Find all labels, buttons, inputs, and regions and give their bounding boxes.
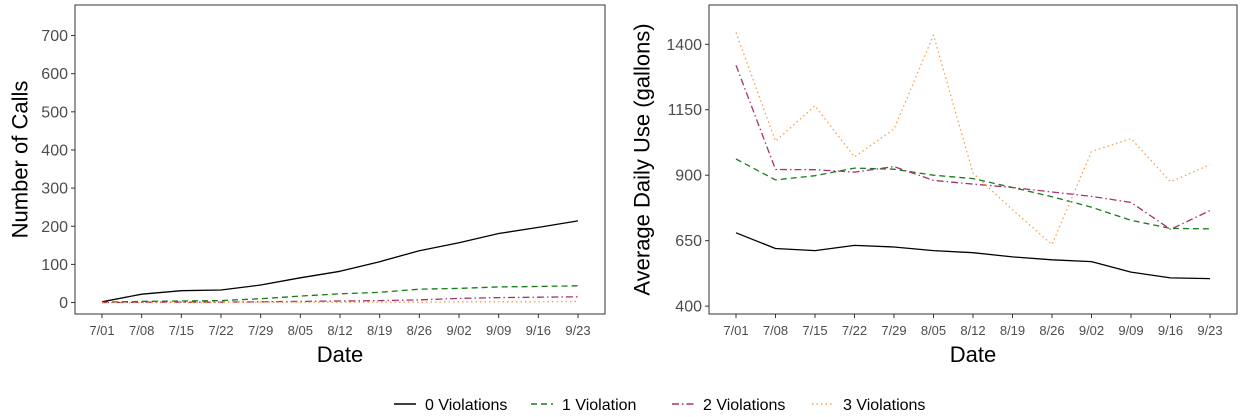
x-tick-label: 8/05 [921,323,946,338]
x-tick-label: 9/16 [526,323,551,338]
x-tick-label: 8/05 [288,323,313,338]
x-tick-label: 8/26 [407,323,432,338]
y-axis-title: Average Daily Use (gallons) [630,23,655,295]
x-tick-label: 7/22 [208,323,233,338]
x-tick-label: 7/22 [842,323,867,338]
x-tick-label: 7/29 [248,323,273,338]
x-tick-label: 8/12 [960,323,985,338]
legend: 0 Violations 1 Violation 2 Violations 3 Vio… [394,397,925,414]
x-tick-label: 8/19 [367,323,392,338]
x-tick-label: 7/29 [881,323,906,338]
x-tick-label: 8/12 [327,323,352,338]
x-tick-label: 7/15 [169,323,194,338]
x-tick-label: 7/08 [763,323,788,338]
legend-item-label: 3 Violations [843,397,925,414]
series-line-1-violation [101,285,579,303]
x-tick-label: 8/19 [1000,323,1025,338]
series-line-3-violations [735,32,1211,246]
x-tick-label: 9/09 [486,323,511,338]
right-panel: 400 650 900 1150 1400 7/01 7/08 7/15 7/22 7/29 8/0… [630,4,1238,367]
x-tick-label: 9/02 [1079,323,1104,338]
x-tick-label: 9/16 [1158,323,1183,338]
series-line-0-violations [735,232,1211,280]
x-tick-label: 7/15 [802,323,827,338]
x-tick-label: 9/23 [565,323,590,338]
series-line-0-violations [101,220,579,303]
plot-frame [708,4,1238,315]
series-line-3-violations [102,300,579,304]
x-tick-label: 7/08 [129,323,154,338]
y-tick-label: 0 [59,295,68,312]
x-axis-title: Date [317,342,363,367]
left-panel: 0 100 200 300 400 500 600 700 7/01 7/08 7/15 7/22 7/… [8,4,606,367]
y-tick-label: 300 [41,181,68,198]
x-tick-label: 9/09 [1118,323,1143,338]
y-tick-label: 500 [41,104,68,121]
y-tick-label: 600 [41,66,68,83]
x-tick-label: 7/01 [723,323,748,338]
y-tick-label: 900 [675,168,702,185]
series-line-2-violations [735,64,1211,231]
x-tick-label: 8/26 [1039,323,1064,338]
y-axis-title: Number of Calls [8,81,33,239]
legend-item-label: 0 Violations [425,397,507,414]
x-tick-label: 7/01 [89,323,114,338]
x-tick-label: 9/02 [446,323,471,338]
plot-frame [74,4,606,315]
series-line-1-violation [735,158,1211,230]
y-tick-label: 100 [41,257,68,274]
x-axis-title: Date [950,342,996,367]
x-tick-label: 9/23 [1197,323,1222,338]
y-tick-label: 650 [675,233,702,250]
y-tick-label: 700 [41,28,68,45]
legend-item-label: 2 Violations [703,397,785,414]
legend-item-label: 1 Violation [562,397,636,414]
y-tick-label: 200 [41,219,68,236]
y-tick-label: 400 [41,142,68,159]
series-line-2-violations [101,296,579,304]
y-tick-label: 400 [675,299,702,316]
y-tick-label: 1150 [668,102,703,119]
y-tick-label: 1400 [666,37,702,54]
